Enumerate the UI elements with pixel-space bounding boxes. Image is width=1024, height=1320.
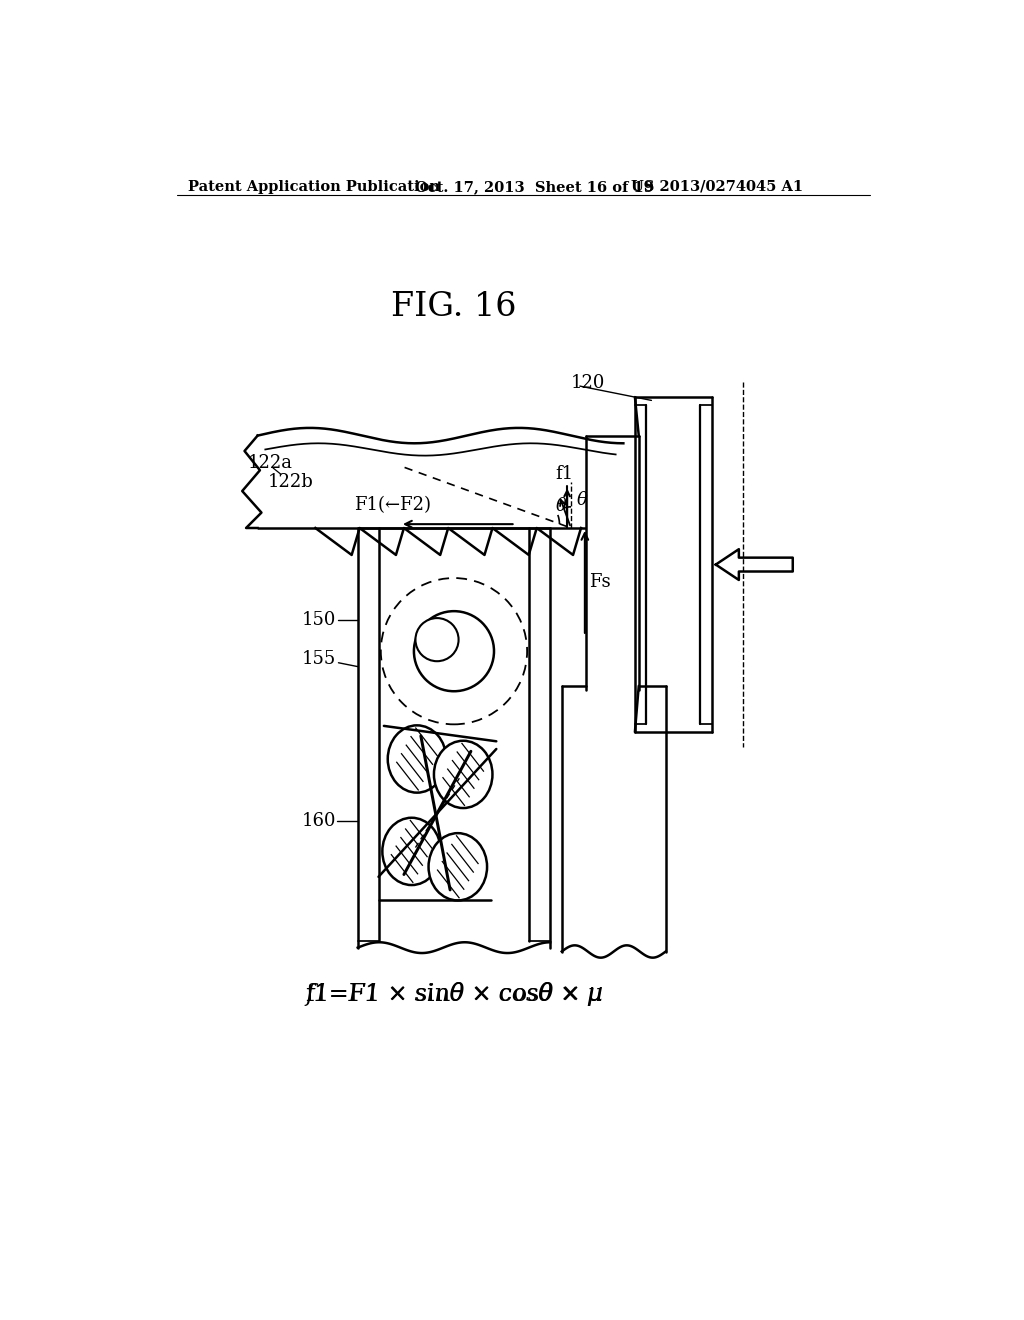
Ellipse shape [382,818,441,884]
Text: Fs: Fs [589,573,610,591]
Ellipse shape [434,741,493,808]
Text: 122b: 122b [267,473,313,491]
Text: Oct. 17, 2013  Sheet 16 of 19: Oct. 17, 2013 Sheet 16 of 19 [416,180,654,194]
Ellipse shape [388,726,446,792]
Text: 150: 150 [301,611,336,630]
Text: FIG. 16: FIG. 16 [391,290,517,323]
Text: f1=F1 $\times$ sin$\theta$ $\times$ cos$\theta$ $\times$ $\mu$: f1=F1 $\times$ sin$\theta$ $\times$ cos$… [304,979,603,1008]
Text: F1(←F2): F1(←F2) [354,496,431,515]
Text: 122a: 122a [248,454,293,471]
Ellipse shape [429,833,487,900]
Text: 160: 160 [301,812,336,829]
Text: Patent Application Publication: Patent Application Publication [188,180,440,194]
Circle shape [416,618,459,661]
Text: US 2013/0274045 A1: US 2013/0274045 A1 [631,180,803,194]
Text: θ: θ [556,496,566,515]
Text: f1=F1 × sinθ × cosθ × μ: f1=F1 × sinθ × cosθ × μ [305,982,603,1006]
Text: 155: 155 [301,649,336,668]
Text: f1: f1 [556,466,573,483]
Text: 120: 120 [571,375,605,392]
Text: θ: θ [578,491,588,508]
